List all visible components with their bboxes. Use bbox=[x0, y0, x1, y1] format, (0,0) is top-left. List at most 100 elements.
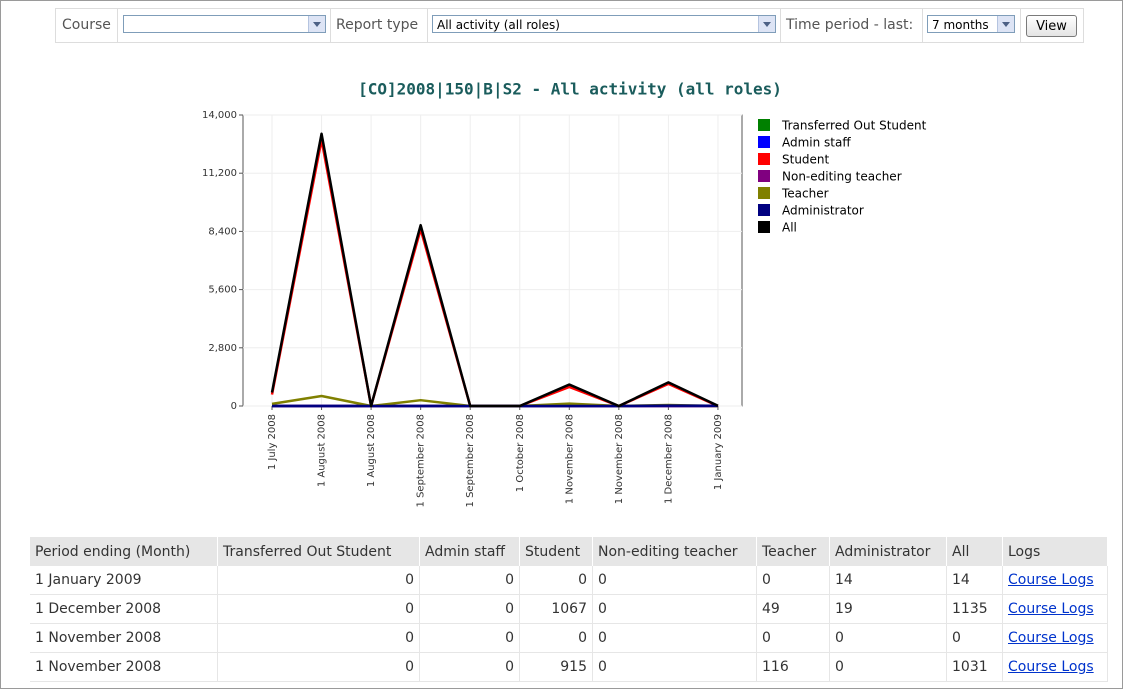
table-cell: Course Logs bbox=[1002, 623, 1108, 653]
legend-swatch bbox=[758, 204, 770, 216]
column-header: Non-editing teacher bbox=[592, 537, 757, 566]
y-tick-label: 0 bbox=[231, 401, 237, 412]
course-logs-link[interactable]: Course Logs bbox=[1008, 659, 1094, 675]
table-cell: 1 November 2008 bbox=[30, 652, 218, 682]
column-header: Period ending (Month) bbox=[30, 537, 218, 566]
legend-swatch bbox=[758, 187, 770, 199]
x-tick-label: 1 August 2008 bbox=[366, 414, 377, 487]
table-cell: Course Logs bbox=[1002, 566, 1108, 595]
legend-swatch bbox=[758, 153, 770, 165]
x-tick-label: 1 October 2008 bbox=[515, 414, 526, 492]
y-tick-label: 8,400 bbox=[208, 226, 237, 237]
table-cell: 0 bbox=[217, 623, 420, 653]
legend-label: Transferred Out Student bbox=[781, 119, 927, 133]
y-tick-label: 2,800 bbox=[208, 343, 237, 354]
table-cell: 0 bbox=[946, 623, 1003, 653]
chart: [CO]2008|150|B|S2 - All activity (all ro… bbox=[202, 80, 927, 508]
table-cell: 0 bbox=[419, 623, 520, 653]
table-cell: 0 bbox=[756, 566, 830, 595]
table-cell: 49 bbox=[756, 594, 830, 624]
legend-swatch bbox=[758, 221, 770, 233]
x-tick-label: 1 November 2008 bbox=[614, 414, 625, 504]
time-period-label: Time period - last: bbox=[786, 17, 914, 33]
separator bbox=[330, 9, 331, 42]
table-cell: 0 bbox=[217, 566, 420, 595]
column-header: Transferred Out Student bbox=[217, 537, 420, 566]
column-header: Admin staff bbox=[419, 537, 520, 566]
y-tick-label: 11,200 bbox=[202, 168, 237, 179]
series-line bbox=[270, 138, 719, 408]
y-tick-label: 14,000 bbox=[202, 110, 237, 121]
stats-table: Period ending (Month) Transferred Out Stu… bbox=[30, 537, 1108, 682]
view-button[interactable]: View bbox=[1026, 15, 1077, 37]
table-cell: 0 bbox=[592, 566, 757, 595]
table-cell: 1 November 2008 bbox=[30, 623, 218, 653]
table-cell: 1067 bbox=[519, 594, 593, 624]
column-header: All bbox=[946, 537, 1003, 566]
table-cell: 1135 bbox=[946, 594, 1003, 624]
table-cell: 116 bbox=[756, 652, 830, 682]
header-row: Period ending (Month) Transferred Out Stu… bbox=[30, 537, 1108, 566]
legend-label: Admin staff bbox=[782, 136, 851, 150]
course-logs-link[interactable]: Course Logs bbox=[1008, 572, 1094, 588]
table-cell: 0 bbox=[217, 594, 420, 624]
report-type-select[interactable]: All activity (all roles) bbox=[432, 15, 776, 33]
table-cell: 0 bbox=[592, 594, 757, 624]
table-cell: 1031 bbox=[946, 652, 1003, 682]
x-tick-label: 1 July 2008 bbox=[267, 414, 278, 470]
chart-title: [CO]2008|150|B|S2 - All activity (all ro… bbox=[358, 80, 782, 100]
table-cell: 14 bbox=[946, 566, 1003, 595]
legend-label: Student bbox=[782, 153, 830, 167]
table-cell: 0 bbox=[592, 623, 757, 653]
legend-label: All bbox=[782, 221, 797, 235]
report-type-value: All activity (all roles) bbox=[437, 18, 560, 32]
filter-bar: Course Report type All activity (all rol… bbox=[55, 8, 1084, 43]
table-cell: 0 bbox=[829, 652, 947, 682]
separator bbox=[922, 9, 923, 42]
time-period-value: 7 months bbox=[932, 18, 989, 32]
table-cell: 1 January 2009 bbox=[30, 566, 218, 595]
separator bbox=[427, 9, 428, 42]
table-cell: 0 bbox=[519, 566, 593, 595]
course-select[interactable] bbox=[123, 15, 326, 33]
table-cell: 0 bbox=[419, 566, 520, 595]
table-cell: 915 bbox=[519, 652, 593, 682]
x-tick-label: 1 August 2008 bbox=[317, 414, 328, 487]
x-tick-label: 1 September 2008 bbox=[416, 414, 427, 507]
column-header: Logs bbox=[1002, 537, 1108, 566]
table-row: 1 January 2009 0 0 0 0 0 14 14 Course Logs bbox=[30, 566, 1108, 595]
table-row: 1 December 2008 0 0 1067 0 49 19 1135 Course Log… bbox=[30, 594, 1108, 624]
column-header: Administrator bbox=[829, 537, 947, 566]
course-label: Course bbox=[62, 17, 111, 33]
separator bbox=[780, 9, 781, 42]
table-cell: 14 bbox=[829, 566, 947, 595]
table-cell: 0 bbox=[519, 623, 593, 653]
table-cell: 0 bbox=[829, 623, 947, 653]
table-cell: 1 December 2008 bbox=[30, 594, 218, 624]
x-tick-label: 1 November 2008 bbox=[564, 414, 575, 504]
x-tick-label: 1 September 2008 bbox=[465, 414, 476, 507]
table-cell: 0 bbox=[419, 594, 520, 624]
table-cell: Course Logs bbox=[1002, 652, 1108, 682]
separator bbox=[117, 9, 118, 42]
table-cell: Course Logs bbox=[1002, 594, 1108, 624]
legend-label: Administrator bbox=[782, 204, 864, 218]
x-tick-label: 1 January 2009 bbox=[713, 414, 724, 490]
series-line bbox=[270, 132, 719, 408]
course-logs-link[interactable]: Course Logs bbox=[1008, 630, 1094, 646]
time-period-select[interactable]: 7 months bbox=[927, 15, 1015, 33]
table-row: 1 November 2008 0 0 915 0 116 0 1031 Course Logs bbox=[30, 652, 1108, 682]
table-cell: 0 bbox=[592, 652, 757, 682]
legend-label: Teacher bbox=[781, 187, 829, 201]
column-header: Teacher bbox=[756, 537, 830, 566]
report-type-label: Report type bbox=[336, 17, 419, 33]
table-cell: 0 bbox=[756, 623, 830, 653]
legend-label: Non-editing teacher bbox=[782, 170, 902, 184]
course-logs-link[interactable]: Course Logs bbox=[1008, 601, 1094, 617]
table-cell: 0 bbox=[217, 652, 420, 682]
x-tick-label: 1 December 2008 bbox=[663, 414, 674, 504]
table-cell: 19 bbox=[829, 594, 947, 624]
column-header: Student bbox=[519, 537, 593, 566]
legend-swatch bbox=[758, 136, 770, 148]
